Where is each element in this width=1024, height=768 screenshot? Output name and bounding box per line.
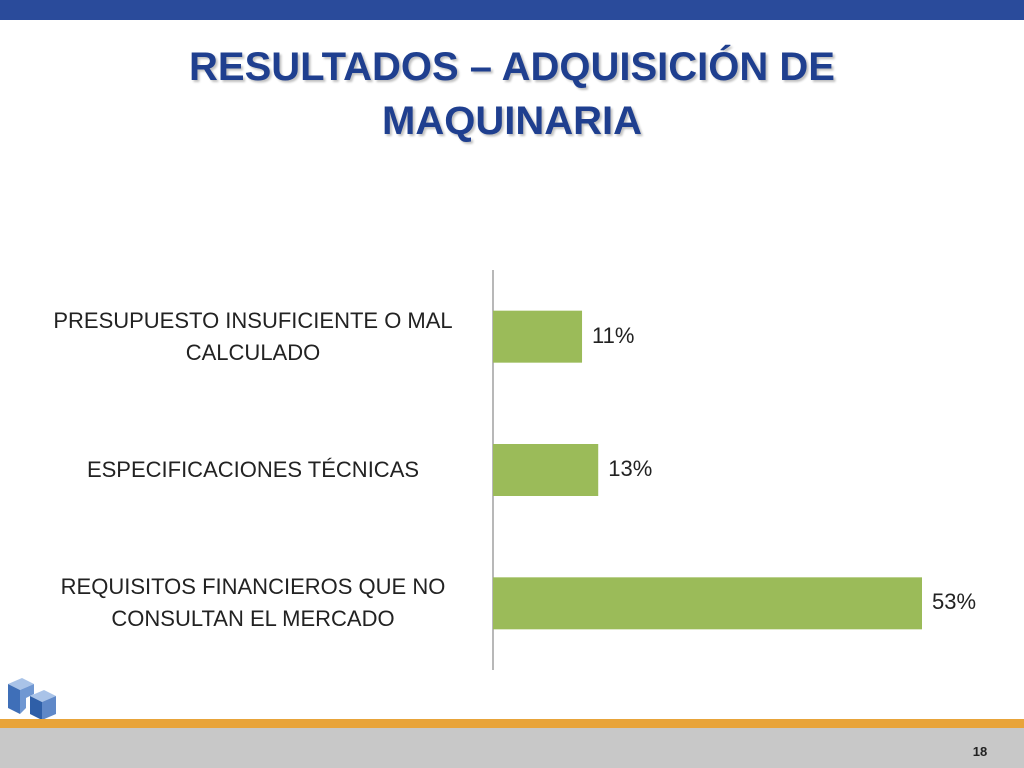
data-label-1: 11%: [592, 322, 635, 348]
slide-title-line-1: RESULTADOS – ADQUISICIÓN DE: [189, 45, 835, 89]
company-logo-icon: [8, 678, 56, 720]
category-label-3: REQUISITOS FINANCIEROS QUE NO CONSULTAN E…: [33, 571, 473, 635]
bar-chart: [492, 270, 922, 670]
page-number: 18: [972, 744, 988, 759]
slide-title: RESULTADOS – ADQUISICIÓN DE MAQUINARIA: [112, 40, 912, 148]
data-label-2: 13%: [608, 456, 653, 481]
top-bar: [0, 0, 1024, 20]
category-label-line: PRESUPUESTO INSUFICIENTE O MAL: [53, 307, 453, 333]
category-label-line: ESPECIFICACIONES TÉCNICAS: [86, 457, 420, 482]
footer-orange-line: [0, 719, 1024, 728]
footer-bar: [0, 728, 1024, 768]
category-label-line: CONSULTAN EL MERCADO: [111, 606, 395, 632]
slide-title-line-2: MAQUINARIA: [382, 99, 642, 143]
category-label-1: PRESUPUESTO INSUFICIENTE O MAL CALCULADO: [33, 305, 473, 369]
bar-1: [493, 310, 583, 363]
category-label-line: CALCULADO: [185, 339, 321, 365]
category-label-2: ESPECIFICACIONES TÉCNICAS: [33, 454, 473, 486]
bar-2: [493, 444, 599, 496]
data-label-3: 53%: [932, 589, 977, 615]
category-label-line: REQUISITOS FINANCIEROS QUE NO: [60, 574, 446, 600]
bar-3: [493, 577, 922, 630]
